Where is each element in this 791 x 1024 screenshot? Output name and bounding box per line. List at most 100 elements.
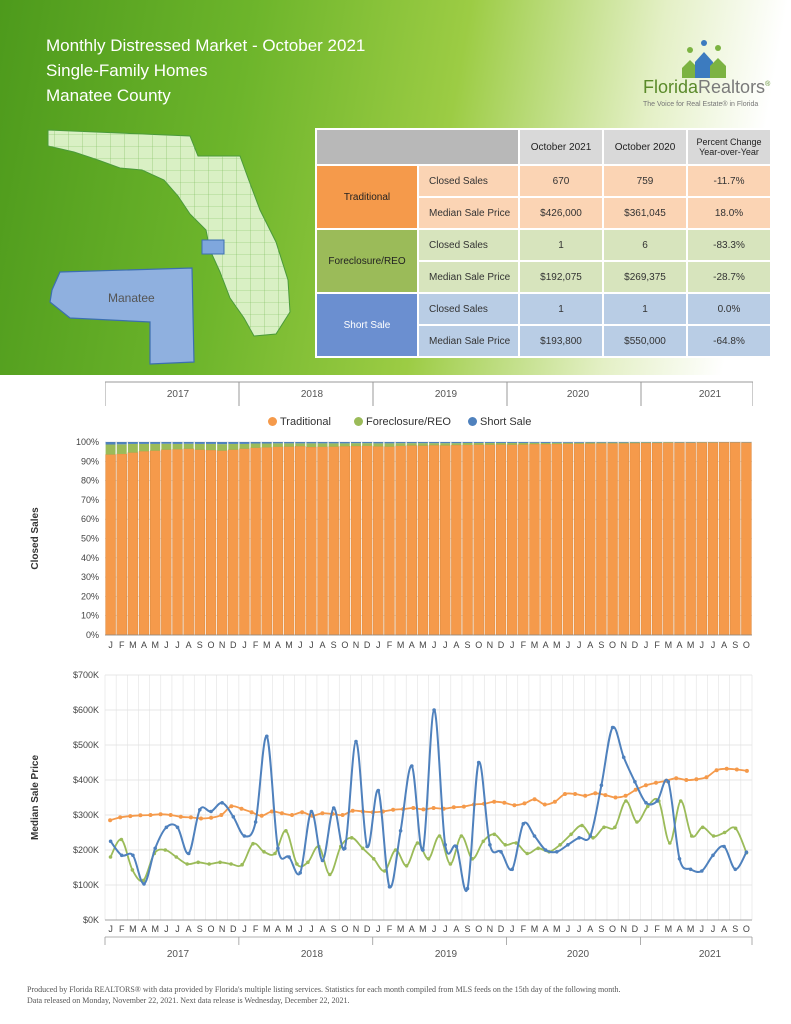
- data-point: [525, 851, 529, 856]
- florida-map: Manatee: [47, 129, 291, 365]
- data-point: [251, 841, 255, 846]
- x-tick-label: N: [487, 924, 494, 934]
- data-point: [724, 766, 729, 771]
- bar-segment: [250, 443, 261, 448]
- data-point: [502, 800, 507, 805]
- manatee-highlight-small: [201, 239, 225, 255]
- closed-sales-chart: 0%10%20%30%40%50%60%70%80%90%100%J F M A M J J…: [30, 437, 752, 650]
- x-tick-label: M: [397, 640, 405, 650]
- x-tick-label: A: [141, 640, 147, 650]
- data-point: [623, 793, 628, 798]
- x-tick-label: M: [419, 640, 427, 650]
- data-point: [168, 813, 173, 817]
- year-label-2021-bottom: 2021: [698, 949, 722, 960]
- value-2020: 1: [602, 292, 688, 326]
- x-tick-label: M: [285, 640, 293, 650]
- bar-segment: [351, 442, 361, 444]
- x-tick-label: S: [598, 640, 604, 650]
- bar-segment: [183, 442, 194, 444]
- x-tick-label: A: [275, 640, 281, 650]
- x-tick-label: F: [521, 924, 527, 934]
- bar-segment: [540, 442, 551, 443]
- x-tick-label: S: [331, 924, 337, 934]
- data-point: [391, 807, 396, 812]
- bar-segment: [339, 446, 351, 636]
- x-tick-label: S: [598, 924, 604, 934]
- data-point: [583, 793, 588, 798]
- x-tick-label: A: [543, 640, 549, 650]
- data-point: [220, 801, 224, 805]
- x-tick-label: J: [566, 924, 571, 934]
- x-tick-label: D: [632, 640, 639, 650]
- data-point: [119, 837, 124, 842]
- bar-segment: [373, 443, 384, 447]
- bar-segment: [406, 442, 417, 444]
- bar-segment: [239, 443, 250, 449]
- data-point: [678, 799, 683, 803]
- x-tick-label: S: [197, 640, 203, 650]
- data-point: [569, 832, 573, 837]
- x-tick-label: O: [475, 640, 482, 650]
- data-point: [387, 885, 392, 889]
- y-tick-label: 100%: [76, 437, 99, 447]
- bar-segment: [228, 443, 239, 450]
- bar-segment: [551, 442, 562, 443]
- bar-segment: [473, 442, 484, 445]
- data-point: [700, 869, 704, 873]
- bar-segment: [306, 446, 317, 636]
- logo-wordmark: FloridaRealtors®: [643, 77, 771, 97]
- data-point: [188, 815, 193, 820]
- bar-segment: [216, 450, 228, 636]
- bar-segment: [228, 449, 239, 636]
- data-point: [621, 755, 626, 760]
- bar-segment: [462, 444, 473, 636]
- x-tick-label: M: [665, 640, 673, 650]
- data-point: [365, 844, 369, 849]
- x-tick-label: M: [151, 640, 159, 650]
- y-tick-label: 40%: [81, 553, 99, 563]
- series-line: [109, 767, 748, 822]
- value-2020: $361,045: [602, 196, 688, 230]
- bar-segment: [607, 442, 618, 443]
- bar-segment: [529, 442, 540, 445]
- bar-segment: [696, 442, 707, 636]
- bar-segment: [451, 442, 462, 444]
- bar-segment: [127, 442, 138, 444]
- data-point: [398, 829, 403, 833]
- x-tick-label: A: [275, 924, 281, 934]
- x-tick-label: O: [341, 924, 348, 934]
- bar-segment: [150, 442, 161, 444]
- data-point: [142, 882, 146, 886]
- value-2020: $550,000: [602, 324, 688, 358]
- bar-segment: [562, 442, 573, 443]
- x-tick-label: A: [721, 924, 727, 934]
- x-tick-label: F: [387, 924, 393, 934]
- x-tick-label: O: [743, 924, 750, 934]
- data-point: [138, 813, 143, 818]
- x-tick-label: J: [577, 924, 582, 934]
- bar-segment: [317, 446, 328, 636]
- data-point: [349, 836, 354, 840]
- x-tick-label: A: [409, 640, 415, 650]
- data-point: [437, 834, 442, 838]
- row-label: Closed Sales: [417, 164, 520, 198]
- data-point: [371, 857, 376, 861]
- x-tick-label: J: [309, 640, 314, 650]
- header-october-2020: October 2020: [602, 128, 688, 166]
- bar-segment: [339, 442, 350, 444]
- bar-segment: [540, 443, 551, 636]
- bar-segment: [484, 444, 496, 636]
- bar-segment: [440, 445, 451, 636]
- bar-segment: [161, 449, 172, 636]
- bar-segment: [440, 442, 451, 444]
- data-point: [279, 811, 284, 816]
- data-point: [249, 810, 254, 815]
- value-2021: 1: [518, 228, 604, 262]
- year-label-2018-bottom: 2018: [300, 949, 324, 960]
- x-tick-label: J: [700, 640, 705, 650]
- y-axis-title: Median Sale Price: [30, 755, 41, 840]
- x-tick-label: S: [732, 924, 738, 934]
- data-point: [231, 815, 236, 819]
- bar-segment: [295, 443, 306, 447]
- data-point: [563, 792, 567, 796]
